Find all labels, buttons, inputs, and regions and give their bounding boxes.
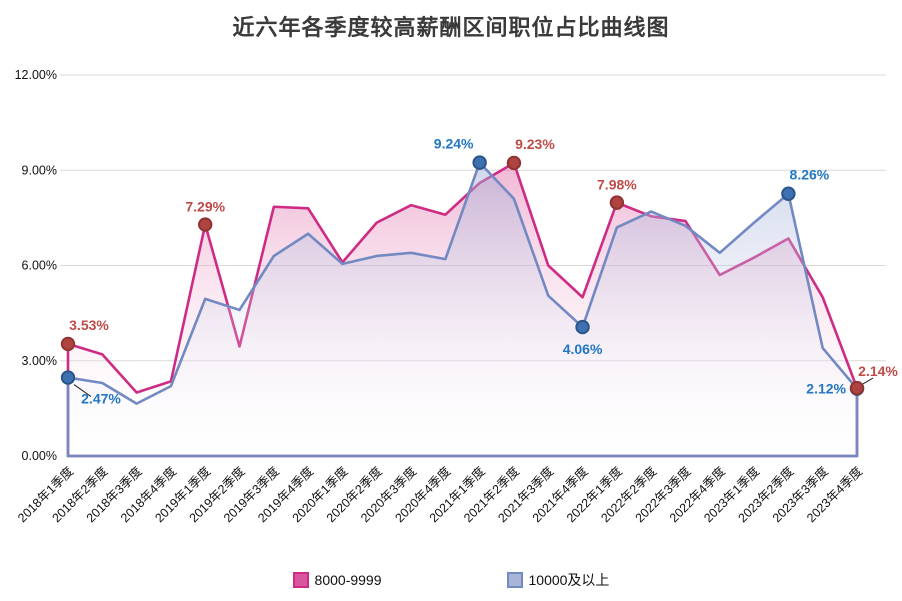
data-point-label: 7.29% [185, 199, 225, 215]
data-point-label: 7.98% [597, 177, 637, 193]
data-point-label: 3.53% [69, 317, 109, 333]
legend-item-8000-9999: 8000-9999 [292, 572, 382, 588]
data-point-label: 9.24% [434, 136, 474, 152]
data-point-marker [198, 217, 213, 232]
data-point-marker [472, 155, 487, 170]
data-point-label: 2.14% [858, 363, 898, 379]
y-axis-tick-label: 6.00% [22, 259, 57, 273]
data-point-label: 8.26% [790, 167, 830, 183]
y-axis-tick-label: 0.00% [22, 449, 57, 463]
data-point-marker [849, 380, 865, 396]
legend: 8000-9999 10000及以上 [0, 570, 902, 590]
data-point-marker [60, 370, 76, 385]
legend-item-10000-and-above: 10000及以上 [506, 570, 610, 590]
data-point-marker [575, 319, 590, 335]
legend-label-10000-and-above: 10000及以上 [528, 572, 610, 588]
y-axis-tick-label: 3.00% [22, 354, 57, 368]
data-point-marker [506, 155, 522, 171]
data-point-marker [781, 186, 796, 201]
chart-title: 近六年各季度较高薪酬区间职位占比曲线图 [232, 15, 670, 40]
label-leader-line [860, 377, 874, 386]
legend-label-8000-9999: 8000-9999 [314, 572, 382, 588]
data-point-marker [60, 336, 76, 352]
data-point-label: 4.06% [563, 341, 603, 357]
data-point-marker [609, 195, 625, 210]
legend-swatch-8000-9999 [292, 572, 309, 588]
data-point-label: 9.23% [515, 136, 555, 152]
label-leader-line [73, 384, 92, 397]
legend-swatch-10000-and-above [506, 572, 523, 588]
data-point-label: 2.12% [806, 381, 846, 397]
series-area-1 [66, 161, 859, 458]
y-axis-tick-label: 12.00% [15, 68, 57, 82]
data-point-label: 2.47% [81, 391, 121, 407]
y-axis-tick-label: 9.00% [22, 163, 57, 177]
